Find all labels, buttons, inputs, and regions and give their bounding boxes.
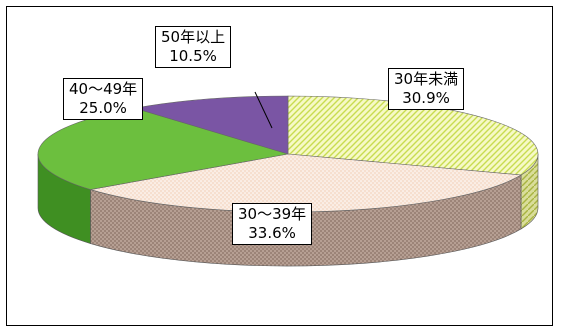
category-label: 30～39年 — [238, 205, 307, 223]
slice-50-plus — [134, 95, 289, 155]
slice-under-30 — [287, 95, 539, 176]
label-40-49: 40～49年 25.0% — [63, 78, 144, 120]
value-label: 33.6% — [248, 224, 296, 242]
value-label: 25.0% — [79, 99, 127, 117]
value-label: 10.5% — [169, 47, 217, 65]
category-label: 30年未満 — [394, 70, 459, 88]
leader-line-50-plus — [254, 91, 273, 129]
slice-30-39 — [90, 153, 522, 213]
category-label: 40～49年 — [69, 80, 138, 98]
label-under-30: 30年未満 30.9% — [388, 68, 465, 110]
label-50-plus: 50年以上 10.5% — [155, 26, 232, 68]
label-30-39: 30～39年 33.6% — [232, 203, 313, 245]
value-label: 30.9% — [402, 89, 450, 107]
category-label: 50年以上 — [161, 28, 226, 46]
